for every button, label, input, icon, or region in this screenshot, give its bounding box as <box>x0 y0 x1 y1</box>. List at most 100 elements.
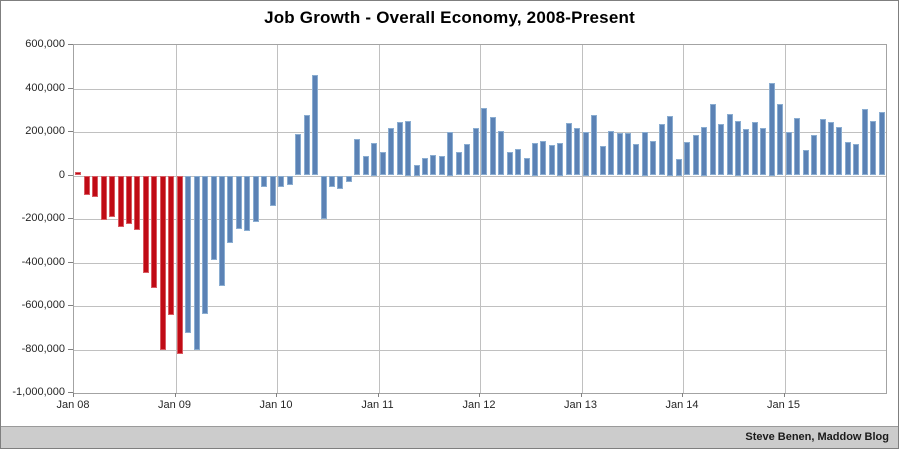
y-axis-tick-label: 600,000 <box>25 38 65 50</box>
bar <box>531 142 538 176</box>
bar <box>506 151 513 176</box>
bar <box>210 175 217 261</box>
x-axis-tick <box>73 393 74 397</box>
bar <box>219 175 226 287</box>
bar <box>269 175 276 206</box>
bar <box>489 116 496 176</box>
bar <box>151 175 158 288</box>
y-axis-tick <box>68 174 73 176</box>
bar <box>345 175 352 183</box>
y-axis-tick-label: -400,000 <box>21 255 65 268</box>
bar <box>523 158 530 176</box>
bar <box>92 175 99 198</box>
bar <box>252 175 259 223</box>
x-axis-tick-label: Jan 12 <box>462 399 496 411</box>
bar <box>701 126 708 176</box>
bar <box>777 103 784 176</box>
bar <box>870 120 877 176</box>
y-axis-tick-label: -1,000,000 <box>12 386 65 398</box>
bar <box>650 140 657 176</box>
bar <box>168 175 175 315</box>
bar <box>371 142 378 176</box>
bar <box>565 123 572 176</box>
x-axis-tick <box>682 393 683 397</box>
footer-bar: Steve Benen, Maddow Blog <box>1 426 898 448</box>
bar <box>684 141 691 176</box>
bar <box>836 126 843 176</box>
y-axis-tick-label: -800,000 <box>21 342 65 355</box>
bar <box>176 175 183 354</box>
x-axis-tick-label: Jan 11 <box>361 399 394 411</box>
bar <box>354 138 361 176</box>
y-axis-tick-label: 0 <box>58 168 65 181</box>
bar <box>422 158 429 176</box>
bar <box>227 175 234 243</box>
bar <box>878 111 885 176</box>
x-axis-tick <box>377 393 379 397</box>
bar <box>75 172 82 176</box>
bar <box>743 128 750 176</box>
bar <box>438 155 445 176</box>
x-axis-tick <box>174 393 176 397</box>
bar <box>125 175 132 225</box>
bar <box>193 175 200 350</box>
x-axis-tick-label: Jan 10 <box>259 399 293 411</box>
gridline-v <box>683 45 684 393</box>
bar <box>362 155 369 176</box>
bar <box>641 132 648 176</box>
bar <box>625 133 632 176</box>
y-axis-tick <box>68 392 73 393</box>
plot-area <box>73 44 887 394</box>
bar <box>430 154 437 176</box>
y-axis-tick-label: 200,000 <box>25 125 65 137</box>
x-axis-tick-label: Jan 09 <box>157 399 192 411</box>
gridline-v <box>277 45 278 393</box>
y-axis-tick-label: -600,000 <box>21 299 65 311</box>
bar <box>337 175 344 189</box>
bar <box>320 175 327 219</box>
y-axis-tick <box>68 131 73 132</box>
bar <box>295 134 302 176</box>
bar <box>261 175 268 188</box>
bar <box>202 175 209 314</box>
x-axis-tick <box>479 393 480 397</box>
gridline-v <box>175 45 177 393</box>
bar <box>608 130 615 176</box>
x-axis-tick-label: Jan 15 <box>766 399 801 411</box>
bar <box>811 134 818 176</box>
bar <box>498 130 505 176</box>
bar <box>379 151 386 176</box>
x-axis-tick <box>276 393 277 397</box>
bar <box>328 175 335 188</box>
bar <box>582 132 589 176</box>
bar <box>828 122 835 176</box>
y-axis-tick <box>68 305 73 306</box>
bar <box>718 124 725 176</box>
bar <box>142 175 149 274</box>
bar <box>447 132 454 176</box>
bar <box>515 149 522 176</box>
y-axis-tick <box>68 261 73 263</box>
bar <box>574 127 581 176</box>
bar <box>557 142 564 176</box>
bar <box>312 75 319 176</box>
bar <box>472 127 479 176</box>
bar <box>464 143 471 176</box>
bar <box>675 159 682 176</box>
y-axis-tick <box>68 348 73 350</box>
gridline-v <box>378 45 380 393</box>
bar <box>159 175 166 350</box>
bar <box>751 122 758 176</box>
bar <box>548 145 555 176</box>
bar <box>185 175 192 334</box>
bar <box>278 175 285 188</box>
bar <box>658 124 665 176</box>
y-axis-tick-label: 400,000 <box>25 81 65 94</box>
gridline-v <box>784 45 786 393</box>
credit-text: Steve Benen, Maddow Blog <box>745 431 889 443</box>
bar <box>481 108 488 176</box>
bar <box>802 149 809 176</box>
bar <box>819 118 826 176</box>
bar <box>785 131 792 176</box>
bar <box>726 113 733 176</box>
